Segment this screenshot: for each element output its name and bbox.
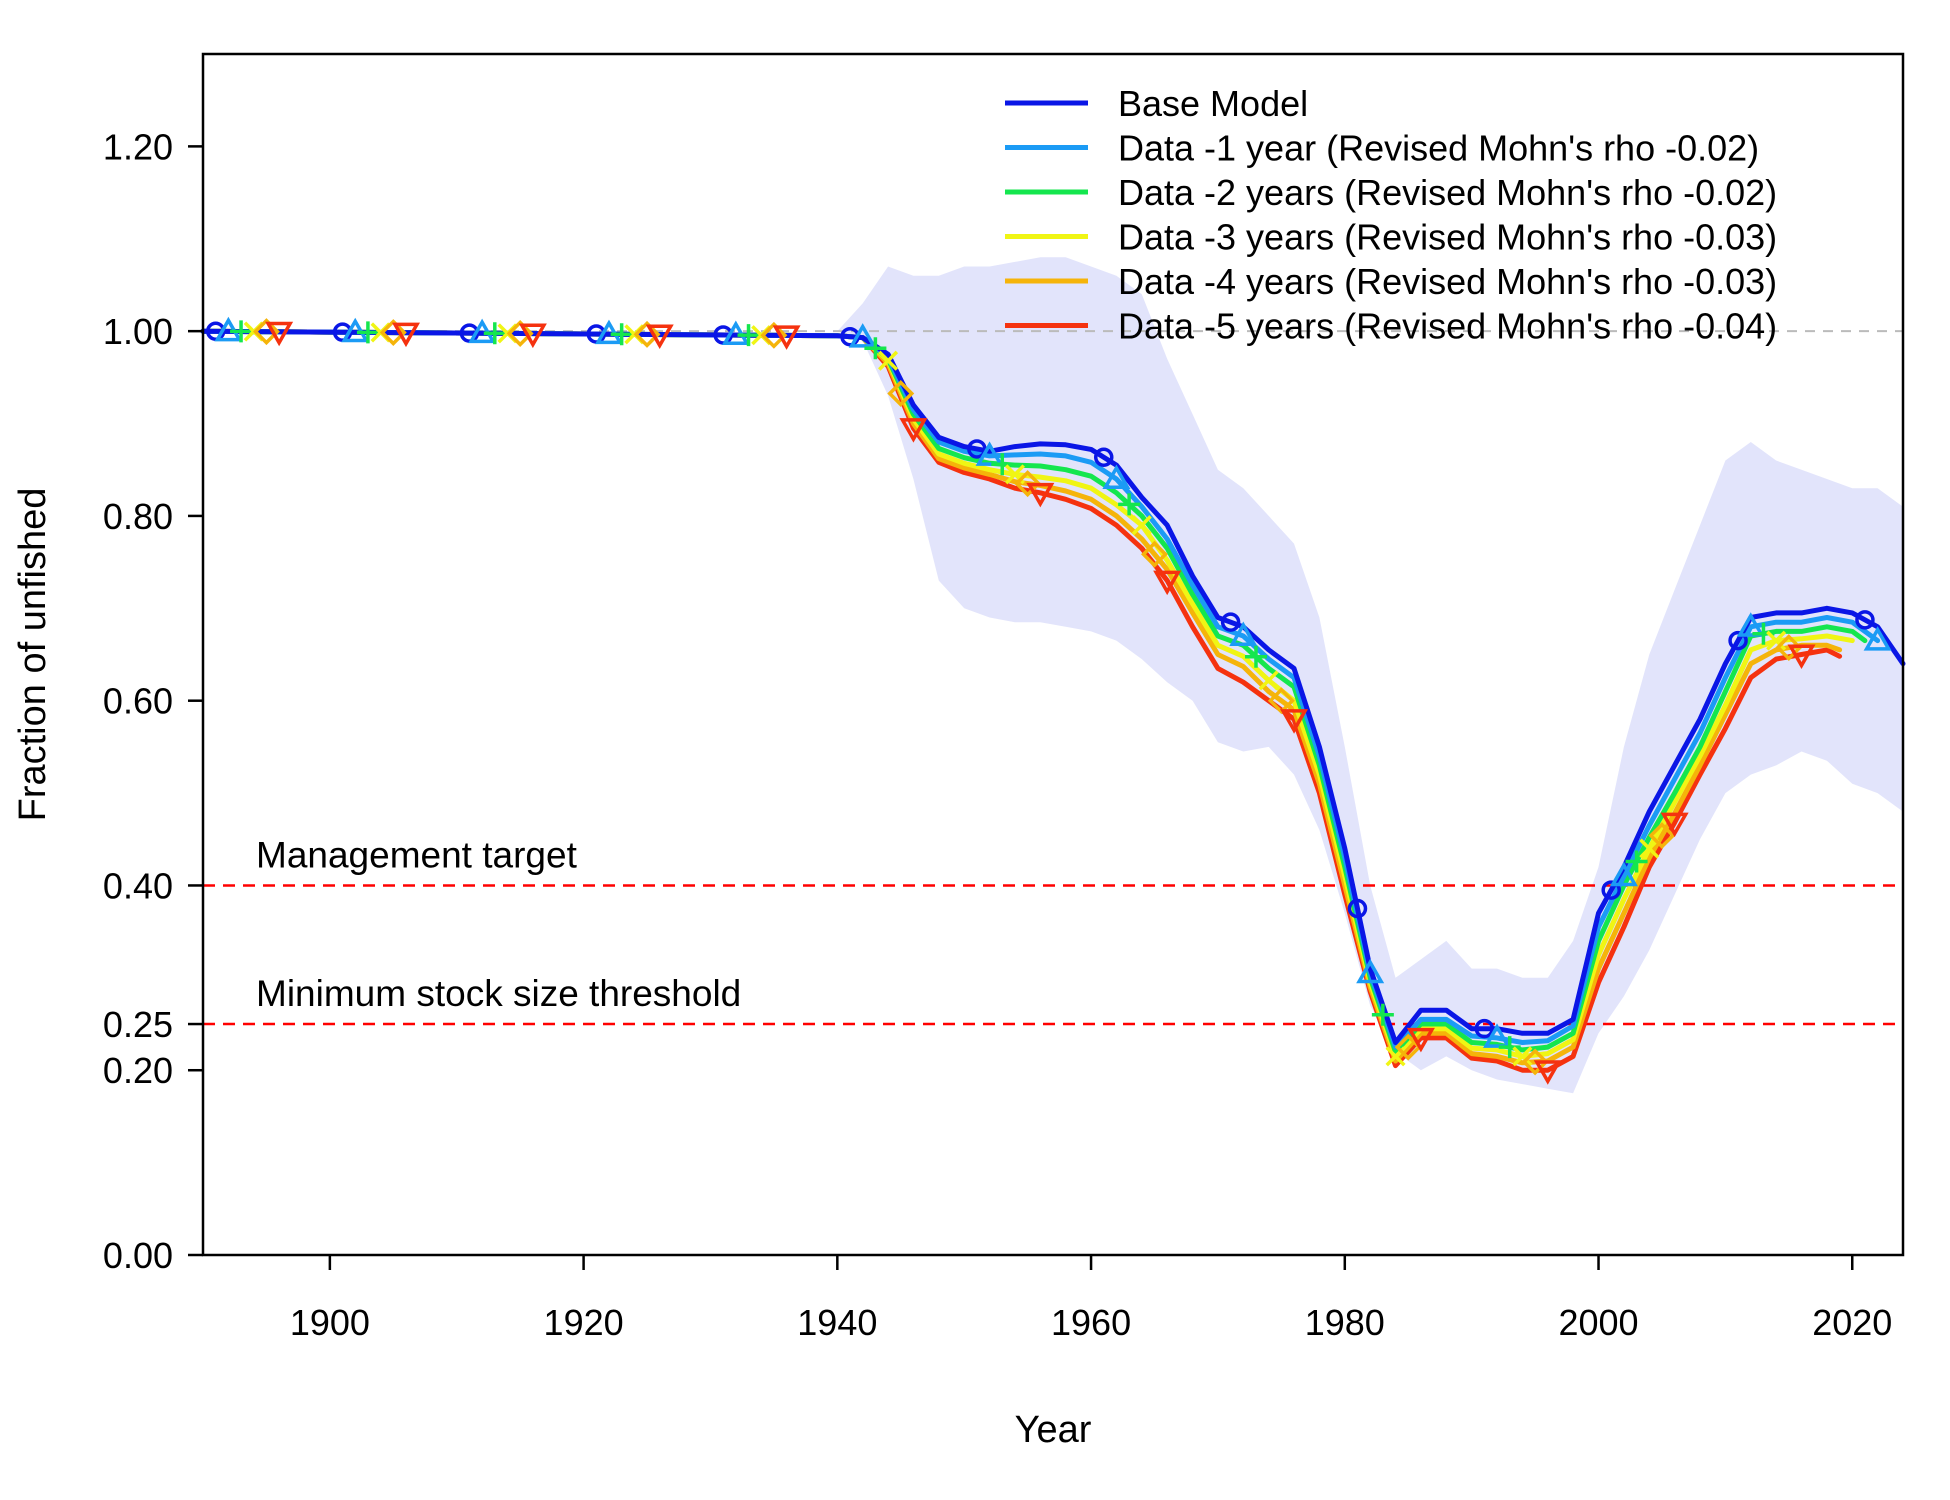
x-tick-label: 1980 <box>1305 1302 1385 1343</box>
series-marker <box>1483 1023 1512 1048</box>
series-marker <box>848 323 877 348</box>
series-marker <box>1153 570 1182 596</box>
legend-label: Data -3 years (Revised Mohn's rho -0.03) <box>1118 217 1777 258</box>
series-marker <box>1131 515 1152 536</box>
series-marker <box>1498 1036 1521 1059</box>
series-marker <box>1220 612 1241 632</box>
series-marker <box>975 441 1004 466</box>
series-marker <box>991 453 1014 476</box>
y-tick-label: 0.60 <box>103 681 173 722</box>
series-marker <box>1014 470 1042 498</box>
series-marker <box>1102 464 1131 489</box>
legend-label: Base Model <box>1118 83 1308 124</box>
y-axis-title: Fraction of unfished <box>12 488 54 822</box>
legend-label: Data -1 year (Revised Mohn's rho -0.02) <box>1118 128 1759 169</box>
series-marker <box>1258 670 1279 691</box>
series-marker <box>1521 1048 1549 1076</box>
series-marker <box>1639 838 1660 859</box>
series-marker <box>1863 626 1892 651</box>
series-marker <box>645 324 674 350</box>
series-marker <box>1406 1027 1435 1053</box>
series-marker <box>737 324 760 347</box>
series-marker <box>1625 850 1648 873</box>
series-marker <box>1512 1046 1533 1067</box>
series-marker <box>1229 621 1258 647</box>
x-tick-label: 2020 <box>1812 1302 1892 1343</box>
series-marker <box>887 380 915 407</box>
y-tick-label: 0.25 <box>103 1004 173 1045</box>
series-marker <box>252 318 280 346</box>
series-marker <box>1736 612 1765 637</box>
y-tick-label: 0.20 <box>103 1050 173 1091</box>
x-tick-label: 1920 <box>544 1302 624 1343</box>
reference-line-label: Minimum stock size threshold <box>256 973 741 1014</box>
legend-label: Data -4 years (Revised Mohn's rho -0.03) <box>1118 261 1777 302</box>
series-marker <box>518 323 547 349</box>
marker-layer <box>205 316 1892 1085</box>
series-marker <box>864 337 887 360</box>
series-marker <box>1533 1060 1562 1085</box>
series-marker <box>878 350 899 371</box>
series-marker <box>1728 630 1748 651</box>
axis-layer: 1900 1920 1940 1960 1980 2000 2020 0.00 0.20 0.25… <box>103 126 1892 1343</box>
series-marker <box>1766 630 1787 651</box>
x-tick-label: 1960 <box>1051 1302 1131 1343</box>
series-marker <box>379 319 407 347</box>
y-tick-label: 1.20 <box>103 126 173 167</box>
x-axis-title: Year <box>1015 1409 1092 1451</box>
series-marker <box>1787 644 1816 670</box>
y-tick-label: 0.00 <box>103 1235 173 1276</box>
series-marker <box>391 322 421 348</box>
series-marker <box>356 321 379 344</box>
series-marker <box>1347 898 1368 919</box>
legend-label: Data -5 years (Revised Mohn's rho -0.04) <box>1118 306 1777 347</box>
reference-line-layer: Management target Minimum stock size thre… <box>203 330 1903 1026</box>
legend-label: Data -2 years (Revised Mohn's rho -0.02) <box>1118 172 1777 213</box>
series-marker <box>1093 447 1114 468</box>
series-marker <box>1601 880 1621 900</box>
series-marker <box>1371 1003 1394 1026</box>
series-marker <box>1267 687 1295 715</box>
series-marker <box>265 321 294 347</box>
series-marker <box>1474 1018 1495 1039</box>
series-marker <box>899 418 928 443</box>
series-marker <box>1855 610 1875 630</box>
series-marker <box>1609 861 1638 887</box>
series-marker <box>967 439 987 459</box>
series-marker <box>1775 634 1803 662</box>
series-marker <box>760 321 788 349</box>
series-marker <box>1026 482 1055 508</box>
y-tick-label: 0.80 <box>103 496 173 537</box>
series-marker <box>1394 1033 1422 1061</box>
series-marker <box>1280 709 1309 734</box>
x-tick-label: 1940 <box>797 1302 877 1343</box>
series-marker <box>610 323 633 346</box>
series-marker <box>1141 540 1168 568</box>
series-marker <box>1648 822 1676 850</box>
series-marker <box>633 320 661 348</box>
x-tick-label: 2000 <box>1558 1302 1638 1343</box>
series-marker <box>772 325 801 350</box>
y-tick-label: 0.40 <box>103 865 173 906</box>
series-marker <box>1244 645 1267 668</box>
reference-line-label: Management target <box>256 834 578 875</box>
series-marker <box>1356 958 1385 984</box>
y-tick-label: 1.00 <box>103 311 173 352</box>
series-marker <box>230 320 253 343</box>
series-marker <box>483 322 506 345</box>
plot-area-frame <box>201 52 1905 1257</box>
series-marker <box>1660 812 1689 838</box>
series-marker <box>1118 493 1141 516</box>
series-marker <box>506 319 534 347</box>
x-tick-label: 1900 <box>290 1302 370 1343</box>
